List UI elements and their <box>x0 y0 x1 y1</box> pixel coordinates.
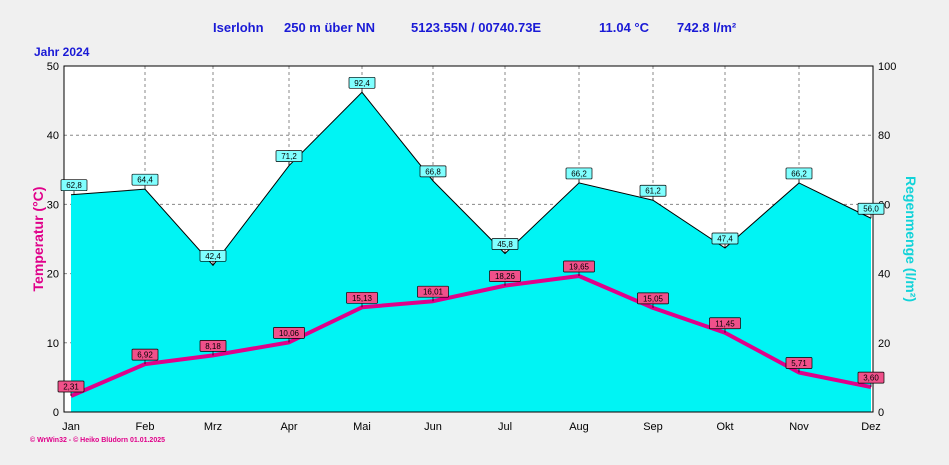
temperature-data-label: 5,71 <box>785 357 813 373</box>
rain-data-label-text: 47,4 <box>717 234 733 243</box>
temperature-data-label: 3,60 <box>857 371 885 388</box>
y-left-tick-label: 40 <box>47 130 59 142</box>
y-right-tick-label: 20 <box>878 338 890 350</box>
rain-data-label-text: 66,8 <box>425 167 441 176</box>
rain-data-label-text: 62,8 <box>66 181 82 190</box>
y-axis-left-label: Temperatur (°C) <box>30 187 46 292</box>
rain-data-label: 71,2 <box>275 150 303 166</box>
temperature-data-label: 11,45 <box>709 317 741 333</box>
x-tick-label: Okt <box>716 421 733 433</box>
temperature-data-label-text: 15,05 <box>643 294 664 303</box>
temperature-data-label: 10,06 <box>273 327 305 343</box>
x-tick-label: Mrz <box>204 421 222 433</box>
temperature-series <box>70 274 872 398</box>
rain-data-label: 66,8 <box>419 165 447 181</box>
temperature-average: 11.04 °C <box>599 20 650 35</box>
x-tick-label: Jul <box>498 421 512 433</box>
rain-data-label-text: 42,4 <box>205 252 221 261</box>
temperature-data-label-text: 2,31 <box>63 383 79 392</box>
temperature-data-label-text: 11,45 <box>715 319 735 328</box>
rain-data-label: 66,2 <box>565 167 593 183</box>
rain-data-label-text: 66,2 <box>791 169 807 178</box>
temperature-data-label-text: 6,92 <box>137 351 153 360</box>
temperature-data-label-text: 8,18 <box>205 342 221 351</box>
temperature-data-label-text: 16,01 <box>423 288 444 297</box>
y-right-tick-label: 80 <box>878 130 890 142</box>
x-tick-label: Mai <box>353 421 371 433</box>
rain-data-label: 47,4 <box>711 232 739 248</box>
footer-credit: © WrWin32 - © Heiko Blüdorn 01.01.2025 <box>30 437 165 444</box>
temperature-data-label-text: 10,06 <box>279 329 300 338</box>
temperature-data-label: 16,01 <box>417 285 449 302</box>
station-elevation: 250 m über NN <box>284 20 376 35</box>
temperature-data-label-text: 3,60 <box>863 374 879 383</box>
temperature-data-label: 19,65 <box>563 260 595 277</box>
rain-data-label: 64,4 <box>131 173 159 190</box>
temperature-data-label-text: 18,26 <box>495 272 516 281</box>
rain-data-label: 42,4 <box>199 249 227 266</box>
rain-area <box>71 92 871 413</box>
y-left-tick-label: 50 <box>47 61 59 73</box>
y-right-tick-label: 40 <box>878 269 890 281</box>
y-left-tick-label: 30 <box>47 199 59 211</box>
temperature-data-label: 15,05 <box>637 292 669 308</box>
x-tick-label: Nov <box>789 421 809 433</box>
rain-data-label-text: 66,2 <box>571 169 587 178</box>
rain-data-label-text: 71,2 <box>281 152 297 161</box>
y-axis-right-label: Regenmenge (l/m²) <box>903 176 919 302</box>
rain-total: 742.8 l/m² <box>677 20 737 35</box>
temperature-data-label: 2,31 <box>57 380 85 397</box>
axes: 01020304050020406080100JanFebMrzAprMaiJu… <box>47 61 897 433</box>
temperature-data-label: 6,92 <box>131 348 159 365</box>
y-left-tick-label: 20 <box>47 269 59 281</box>
data-labels: 62,8 64,4 42,4 71,2 92,4 66,8 45,8 66,2 61,2 47,4… <box>57 76 885 397</box>
temperature-line <box>70 274 872 398</box>
y-right-tick-label: 100 <box>878 61 896 73</box>
temperature-data-label-text: 5,71 <box>791 359 807 368</box>
y-left-tick-label: 10 <box>47 338 59 350</box>
rain-data-label: 62,8 <box>60 179 88 195</box>
rain-data-label: 61,2 <box>639 184 667 201</box>
x-tick-label: Apr <box>280 421 297 433</box>
rain-data-label-text: 45,8 <box>497 240 513 249</box>
x-tick-label: Jun <box>424 421 442 433</box>
rain-data-label-text: 64,4 <box>137 176 153 185</box>
y-left-tick-label: 0 <box>53 407 59 419</box>
rain-data-label: 66,2 <box>785 167 813 183</box>
temperature-data-label: 15,13 <box>346 291 378 308</box>
station-coordinates: 5123.55N / 00740.73E <box>411 20 542 35</box>
rain-data-label-text: 92,4 <box>354 79 370 88</box>
y-right-tick-label: 0 <box>878 407 884 419</box>
rain-data-label: 56,0 <box>857 202 885 219</box>
temperature-data-label: 18,26 <box>489 270 521 286</box>
rain-data-label: 92,4 <box>348 76 376 93</box>
x-tick-label: Dez <box>861 421 881 433</box>
x-tick-label: Sep <box>643 421 663 433</box>
x-tick-label: Aug <box>569 421 589 433</box>
temperature-data-label-text: 19,65 <box>569 263 590 272</box>
temperature-data-label-text: 15,13 <box>352 294 373 303</box>
station-name: Iserlohn <box>213 20 264 35</box>
x-tick-label: Feb <box>136 421 155 433</box>
year-label: Jahr 2024 <box>34 45 90 59</box>
rain-data-label: 45,8 <box>491 238 519 254</box>
x-tick-label: Jan <box>62 421 80 433</box>
rain-data-label-text: 56,0 <box>863 205 879 214</box>
plot-border <box>63 65 874 413</box>
rain-data-label-text: 61,2 <box>645 187 661 196</box>
temperature-data-label: 8,18 <box>199 340 227 356</box>
